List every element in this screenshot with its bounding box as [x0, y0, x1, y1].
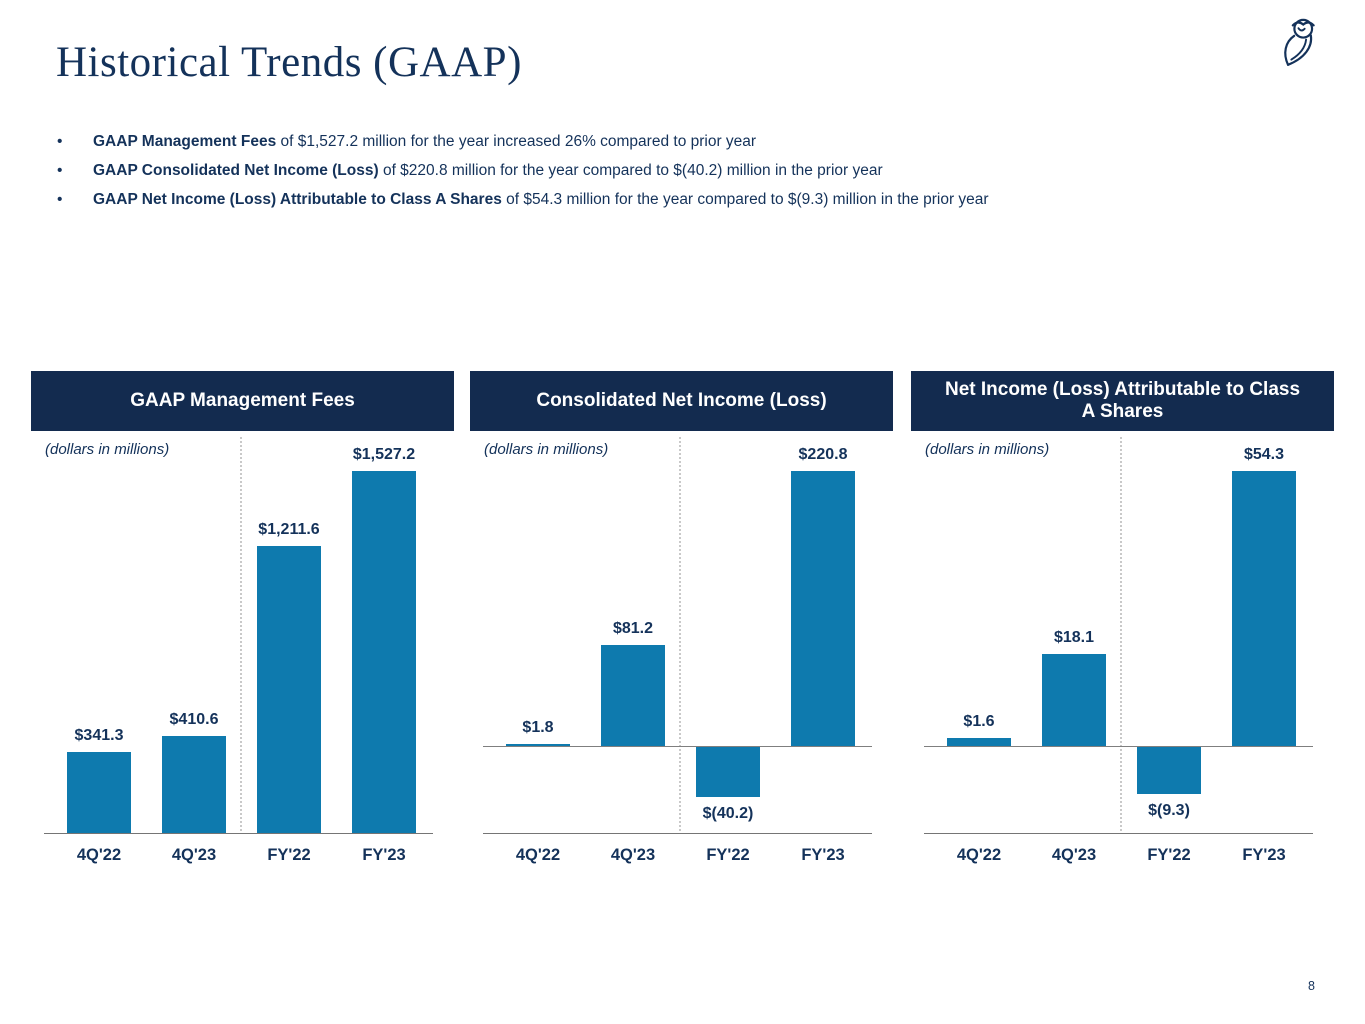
category-label: 4Q'23	[171, 846, 217, 864]
bullet-text: of $1,527.2 million for the year increas…	[276, 133, 757, 150]
bar-value-label: $18.1	[1053, 629, 1095, 646]
bar	[257, 546, 321, 833]
bar-value-label: $54.3	[1243, 446, 1285, 463]
page-title: Historical Trends (GAAP)	[56, 39, 522, 86]
bar	[601, 645, 665, 746]
bar-value-label: $(40.2)	[702, 805, 754, 822]
chart-panel-consolidated-net-income: Consolidated Net Income (Loss) (dollars …	[470, 371, 893, 941]
category-label: 4Q'23	[610, 846, 656, 864]
bar-chart: (dollars in millions) $341.3 4Q'22 $410.6 4…	[31, 431, 454, 941]
units-note: (dollars in millions)	[45, 441, 170, 458]
category-label: 4Q'22	[76, 846, 122, 864]
quarter-vs-fullyear-divider-line	[1120, 437, 1122, 831]
units-note: (dollars in millions)	[484, 441, 609, 458]
bar-value-label: $81.2	[612, 620, 654, 637]
category-label: FY'22	[267, 846, 311, 864]
category-label: FY'23	[801, 846, 845, 864]
category-label: FY'22	[1147, 846, 1191, 864]
bullet-bold-text: GAAP Management Fees	[93, 133, 277, 150]
bullet-item: • GAAP Management Fees of $1,527.2 milli…	[57, 132, 989, 151]
category-label: 4Q'23	[1051, 846, 1097, 864]
bullet-marker-icon: •	[57, 191, 63, 208]
chart-panel-management-fees: GAAP Management Fees (dollars in million…	[31, 371, 454, 941]
category-label: 4Q'22	[515, 846, 561, 864]
summary-bullets: • GAAP Management Fees of $1,527.2 milli…	[57, 132, 989, 219]
chart-title: GAAP Management Fees	[31, 371, 454, 431]
owl-logo-icon	[1284, 18, 1315, 66]
bar	[352, 471, 416, 833]
bar-value-label: $220.8	[798, 446, 848, 463]
bar-value-label: $1,527.2	[352, 446, 416, 463]
bar	[1042, 654, 1106, 746]
bar-value-label: $1.6	[963, 713, 995, 730]
page-number: 8	[1308, 979, 1315, 993]
bar	[506, 744, 570, 746]
quarter-vs-fullyear-divider-line	[679, 437, 681, 831]
bar	[67, 752, 131, 833]
x-axis-line	[483, 833, 872, 834]
bar	[791, 471, 855, 746]
bullet-item: • GAAP Consolidated Net Income (Loss) of…	[57, 161, 989, 180]
chart-title: Net Income (Loss) Attributable to Class …	[911, 371, 1334, 431]
chart-title: Consolidated Net Income (Loss)	[470, 371, 893, 431]
category-label: FY'22	[706, 846, 750, 864]
bar-value-label: $1.8	[522, 719, 554, 736]
chart-panel-class-a-net-income: Net Income (Loss) Attributable to Class …	[911, 371, 1334, 941]
bar-chart: (dollars in millions) $1.8 4Q'22 $81.2 4Q'2…	[470, 431, 893, 941]
bar	[1137, 747, 1201, 794]
quarter-vs-fullyear-divider-line	[240, 437, 242, 831]
zero-axis-line	[924, 746, 1313, 747]
bullet-item: • GAAP Net Income (Loss) Attributable to…	[57, 190, 989, 209]
bullet-text: of $220.8 million for the year compared …	[378, 162, 883, 179]
bar	[1232, 471, 1296, 746]
category-label: FY'23	[1242, 846, 1286, 864]
bar-value-label: $341.3	[74, 727, 124, 744]
bar	[162, 736, 226, 833]
bullet-marker-icon: •	[57, 162, 63, 179]
bar-chart: (dollars in millions) $1.6 4Q'22 $18.1 4Q'2…	[911, 431, 1334, 941]
category-label: FY'23	[362, 846, 406, 864]
bar	[947, 738, 1011, 746]
bar-value-label: $1,211.6	[258, 521, 320, 538]
units-note: (dollars in millions)	[925, 441, 1050, 458]
zero-axis-line	[483, 746, 872, 747]
bullet-marker-icon: •	[57, 133, 63, 150]
bar-value-label: $(9.3)	[1148, 802, 1190, 819]
bar	[696, 747, 760, 797]
bullet-text: of $54.3 million for the year compared t…	[501, 191, 989, 208]
category-label: 4Q'22	[956, 846, 1002, 864]
x-axis-line	[44, 833, 433, 834]
bar-value-label: $410.6	[169, 711, 219, 728]
bullet-bold-text: GAAP Consolidated Net Income (Loss)	[93, 162, 379, 179]
bullet-bold-text: GAAP Net Income (Loss) Attributable to C…	[93, 191, 502, 208]
x-axis-line	[924, 833, 1313, 834]
